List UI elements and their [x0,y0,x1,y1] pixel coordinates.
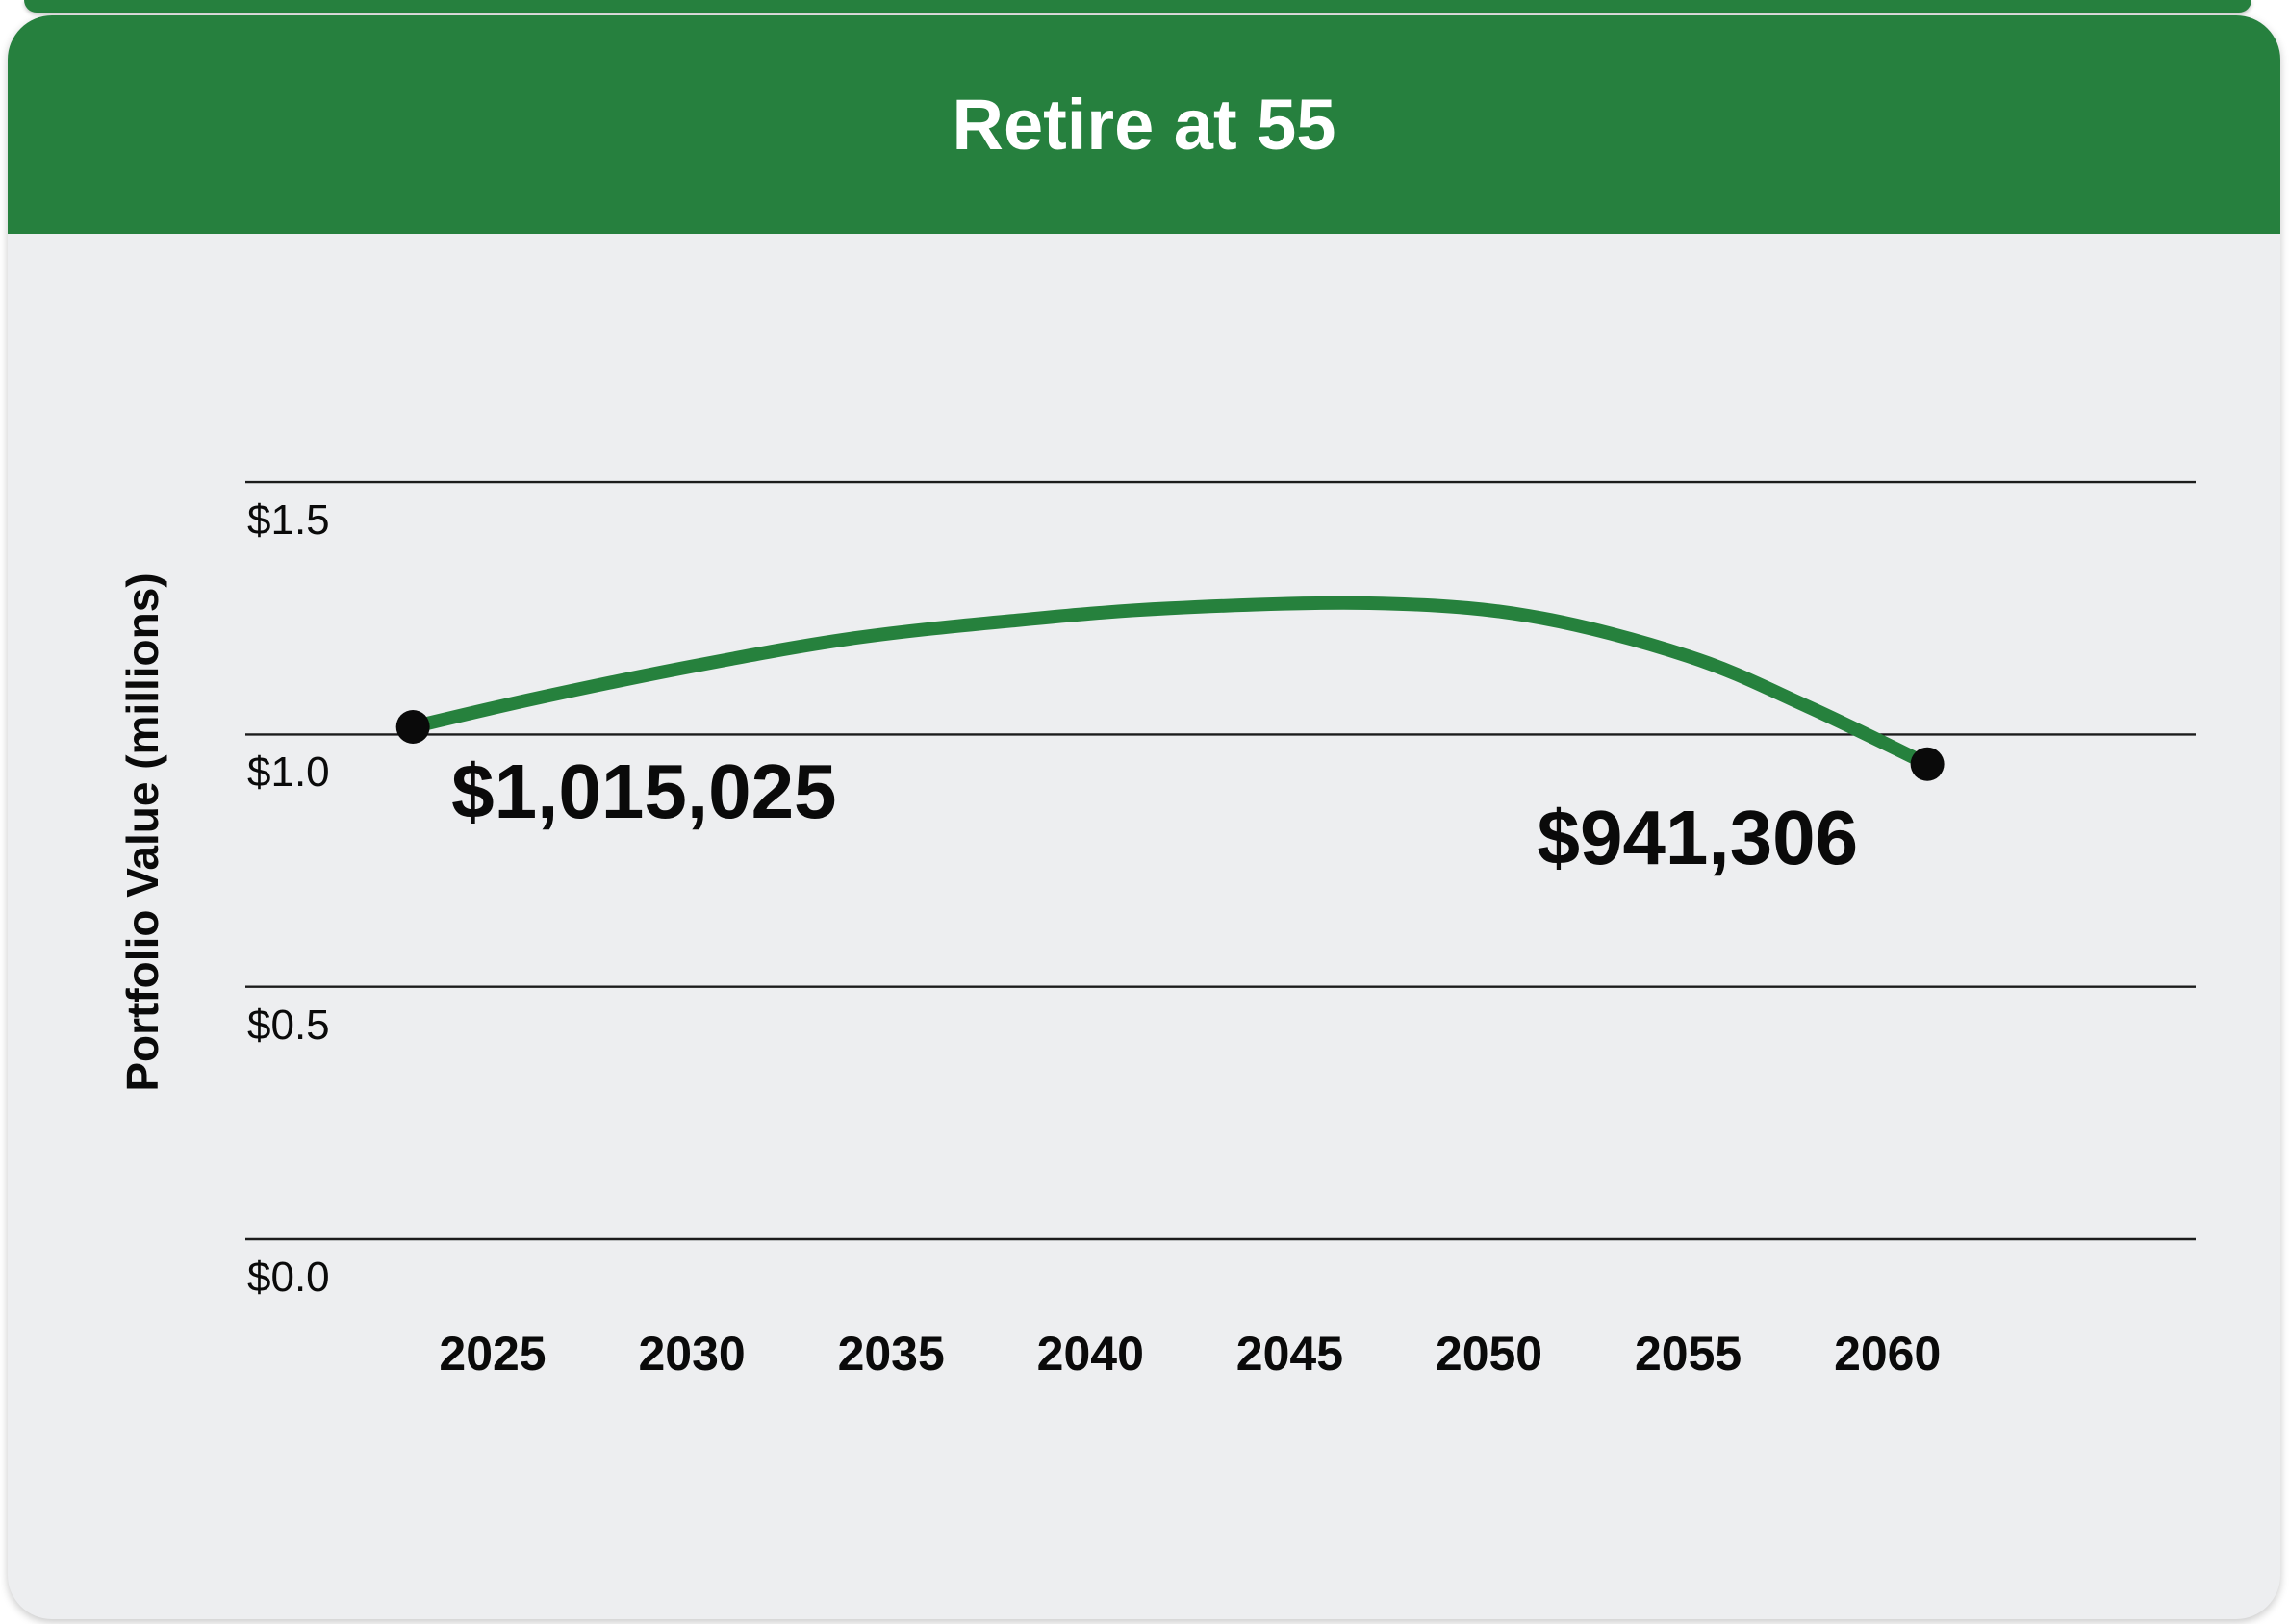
x-tick-label: 2030 [638,1327,746,1381]
x-tick-label: 2040 [1036,1327,1144,1381]
y-tick-label: $1.5 [247,496,330,545]
x-tick-label: 2045 [1235,1327,1344,1381]
x-tick-label: 2055 [1634,1327,1742,1381]
previous-card-bottom-edge [24,0,2251,13]
x-tick-label: 2050 [1435,1327,1543,1381]
y-axis-title: Portfolio Value (millions) [117,572,167,1092]
y-tick-label: $0.5 [247,1001,330,1049]
x-tick-label: 2035 [837,1327,945,1381]
chart-title: Retire at 55 [952,85,1336,165]
end-value-annotation: $941,306 [1537,795,1859,881]
retirement-chart-card: Retire at 55 [8,15,2280,1619]
start-value-annotation: $1,015,025 [451,748,837,834]
card-header: Retire at 55 [8,15,2280,234]
y-tick-label: $0.0 [247,1254,330,1301]
x-tick-label: 2025 [439,1327,547,1381]
y-tick-label: $1.0 [247,749,330,797]
x-tick-label: 2060 [1834,1327,1942,1381]
